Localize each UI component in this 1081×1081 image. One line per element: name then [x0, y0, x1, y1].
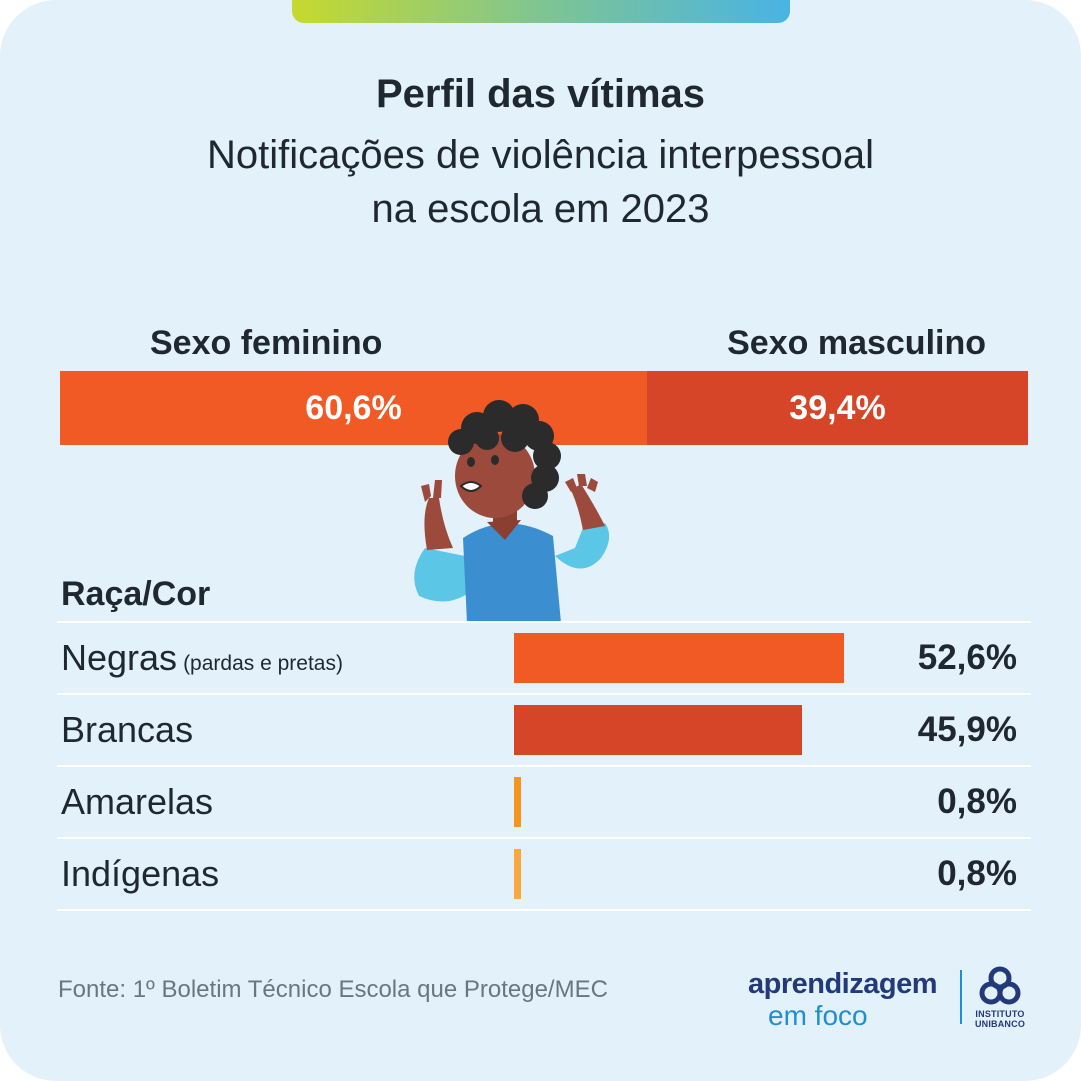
institute-logo: INSTITUTO UNIBANCO — [970, 966, 1030, 1030]
race-value-amarelas: 0,8% — [937, 782, 1017, 821]
source-note: Fonte: 1º Boletim Técnico Escola que Pro… — [58, 976, 608, 1003]
subtitle-line-1: Notificações de violência interpessoal — [206, 133, 875, 177]
race-row-amarelas: Amarelas 0,8% — [57, 765, 1031, 837]
sex-bar-female: 60,6% — [60, 371, 647, 445]
sex-female-value: 60,6% — [305, 388, 402, 427]
gradient-top-strip — [292, 0, 790, 23]
distressed-student-illustration — [414, 400, 610, 623]
page-subtitle: Notificações de violência interpessoal n… — [0, 128, 1081, 236]
race-bar-amarelas — [514, 777, 521, 827]
race-name-negras: Negras — [61, 637, 178, 678]
brand-logo: aprendizagem em foco INSTITUTO UNIBANCO — [748, 966, 1038, 1031]
race-label-brancas: Brancas — [61, 709, 194, 750]
brand-name: aprendizagem — [748, 968, 938, 1000]
race-value-brancas: 45,9% — [917, 710, 1017, 749]
race-bar-indigenas — [514, 849, 521, 899]
institute-emblem-icon — [979, 966, 1021, 1005]
race-value-indigenas: 0,8% — [937, 854, 1017, 893]
brand-divider — [960, 970, 962, 1024]
race-section-title: Raça/Cor — [61, 575, 211, 613]
race-label-indigenas: Indígenas — [61, 853, 220, 894]
race-value-negras: 52,6% — [917, 638, 1017, 677]
brand-sub: em foco — [768, 1000, 868, 1031]
race-bar-negras — [514, 633, 844, 683]
race-bar-brancas — [514, 705, 802, 755]
sex-female-label: Sexo feminino — [150, 324, 383, 362]
race-row-brancas: Brancas 45,9% — [57, 693, 1031, 765]
race-label-negras: Negras (pardas e pretas) — [61, 637, 343, 679]
institute-line-2: UNIBANCO — [974, 1019, 1026, 1029]
subtitle-line-2: na escola em 2023 — [371, 187, 710, 231]
page-title: Perfil das vítimas — [375, 72, 706, 116]
race-table: Negras (pardas e pretas) 52,6% Brancas 45… — [57, 621, 1031, 911]
race-row-negras: Negras (pardas e pretas) 52,6% — [57, 621, 1031, 693]
race-note-negras: (pardas e pretas) — [183, 652, 343, 675]
sex-bar-male: 39,4% — [647, 371, 1028, 445]
sex-male-label: Sexo masculino — [727, 324, 986, 362]
race-label-amarelas: Amarelas — [61, 781, 214, 822]
institute-line-1: INSTITUTO — [975, 1009, 1025, 1019]
race-row-indigenas: Indígenas 0,8% — [57, 837, 1031, 911]
sex-male-value: 39,4% — [789, 388, 886, 427]
